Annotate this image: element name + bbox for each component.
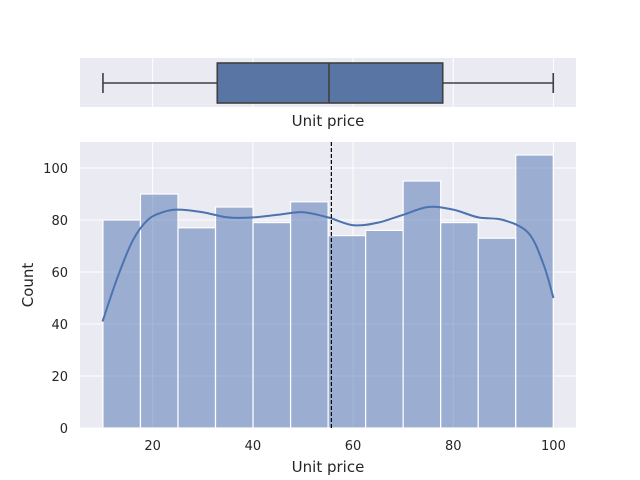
boxplot-box (216, 62, 444, 104)
boxplot-marks (102, 62, 555, 104)
histogram-panel: 20 40 60 80 100 0 20 40 60 80 100 Unit price Coun… (19, 142, 576, 476)
y-tick-label: 100 (43, 162, 68, 177)
histogram-bar (440, 222, 479, 429)
histogram-y-axis-label: Count (19, 263, 37, 308)
histogram-bar (214, 206, 254, 429)
y-tick-label: 0 (60, 422, 68, 437)
y-tick-label: 60 (51, 266, 68, 281)
x-tick-label: 20 (144, 439, 161, 454)
y-tick-label: 40 (51, 318, 68, 333)
histogram-bar (402, 180, 442, 429)
x-tick-label: 100 (541, 439, 566, 454)
histogram-bar (515, 154, 554, 429)
x-tick-label: 60 (345, 439, 362, 454)
histogram-bar (139, 193, 179, 429)
histogram-bar (177, 227, 217, 429)
kde-curve-group (101, 205, 555, 322)
histogram-bar (365, 229, 404, 429)
boxplot-x-axis-label: Unit price (292, 112, 365, 130)
histogram-bar (289, 201, 329, 429)
x-tick-labels: 20 40 60 80 100 (144, 439, 565, 454)
x-tick-label: 40 (245, 439, 262, 454)
histogram-bar (102, 219, 142, 429)
histogram-bar (477, 237, 517, 429)
y-tick-label: 20 (51, 370, 68, 385)
y-tick-label: 80 (51, 214, 68, 229)
histogram-x-axis-label: Unit price (292, 458, 365, 476)
x-tick-label: 80 (445, 439, 462, 454)
histogram-bar (252, 222, 292, 429)
histogram-bars (102, 154, 554, 429)
boxplot-panel: Unit price (80, 58, 576, 130)
histogram-bar (327, 235, 367, 429)
kde-curve (101, 205, 555, 322)
y-tick-labels: 0 20 40 60 80 100 (43, 162, 68, 437)
